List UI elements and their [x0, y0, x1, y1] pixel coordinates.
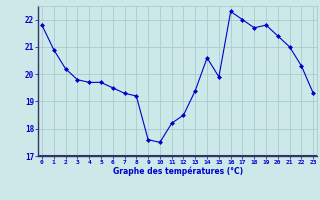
X-axis label: Graphe des températures (°C): Graphe des températures (°C) — [113, 167, 243, 176]
